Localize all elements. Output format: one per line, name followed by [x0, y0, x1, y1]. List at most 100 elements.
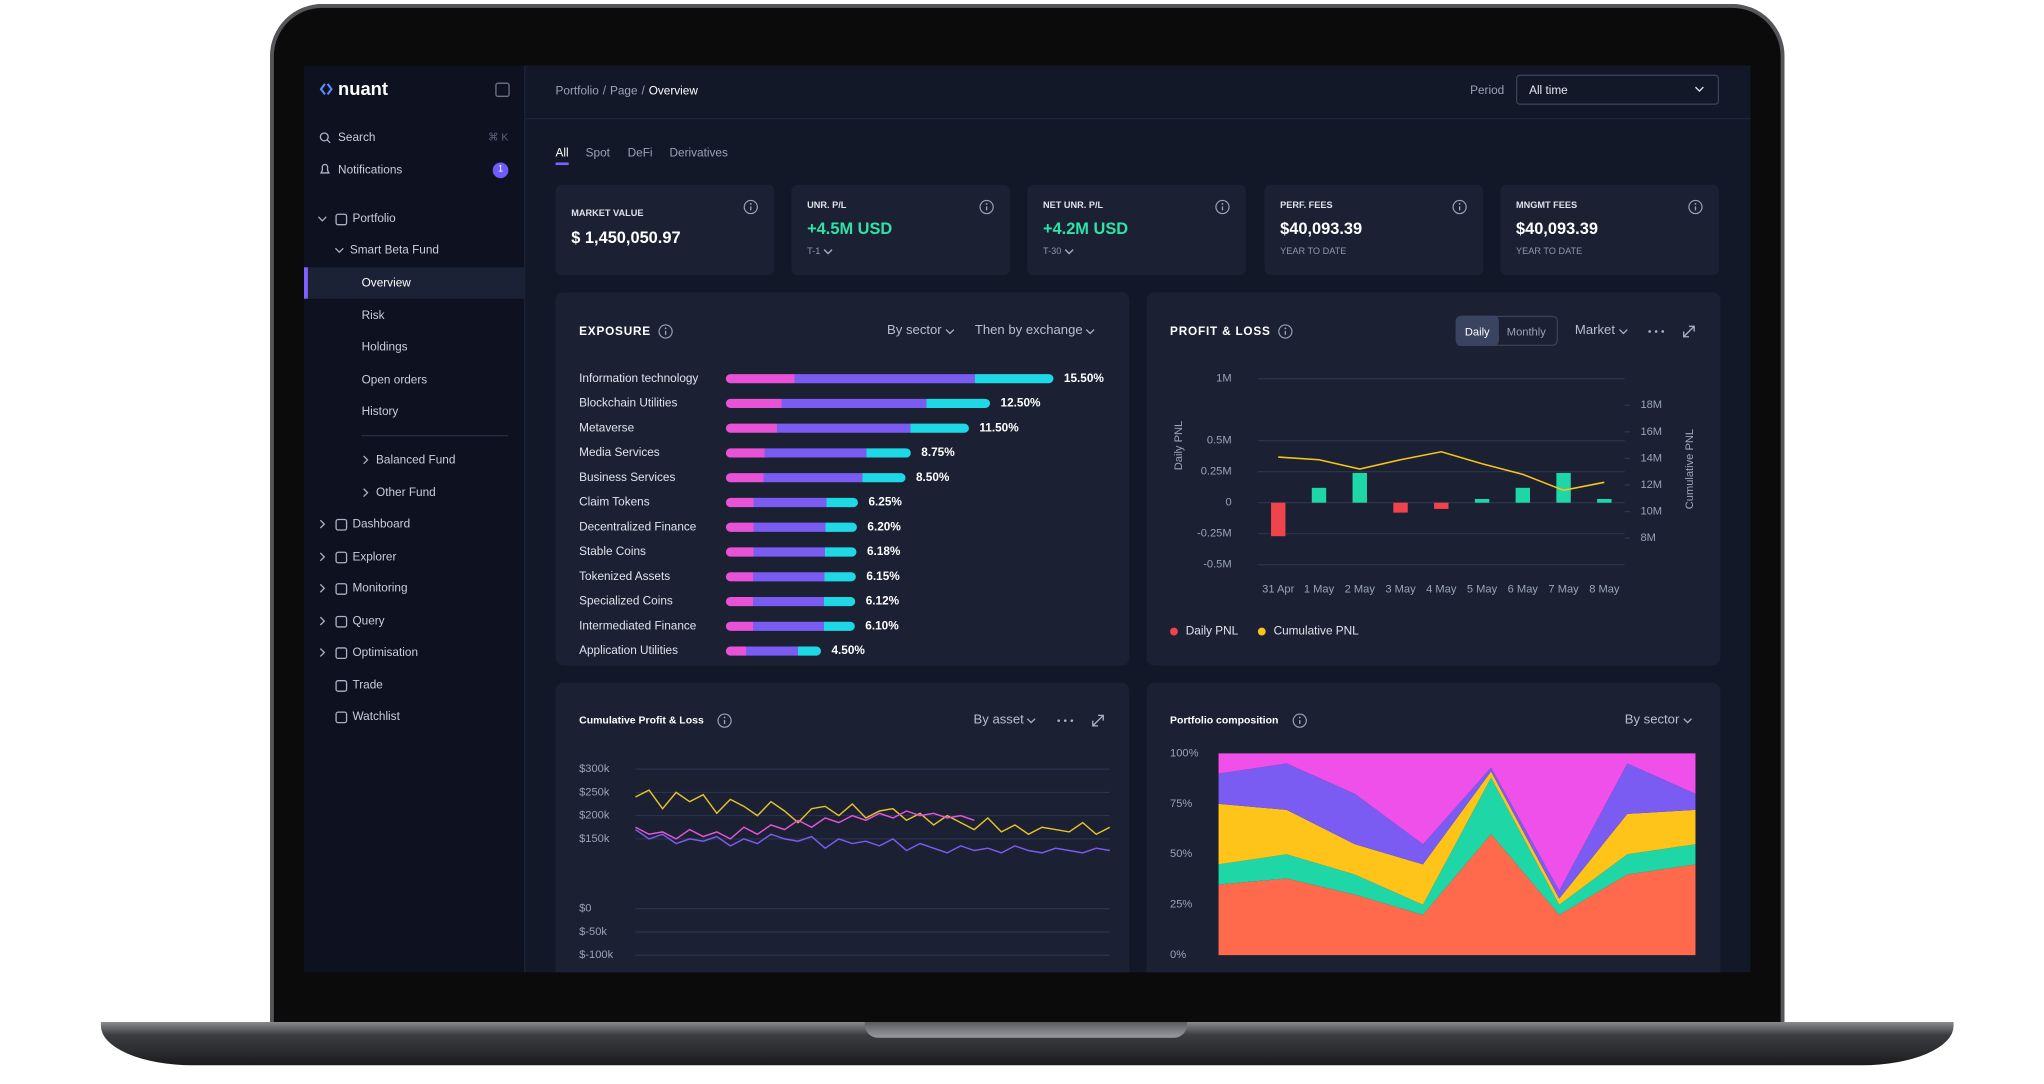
info-ring — [717, 713, 732, 728]
tab[interactable]: DeFi — [627, 146, 653, 160]
nav-item[interactable]: History — [361, 404, 399, 418]
dot — [1661, 330, 1665, 333]
dot — [1057, 719, 1061, 722]
dropdown[interactable]: By sector — [1624, 712, 1680, 728]
value-label: 8.75% — [921, 446, 955, 459]
y-tick-label: 75% — [1170, 798, 1192, 810]
collapse-button — [495, 82, 510, 97]
badge — [492, 162, 509, 179]
y-tick-label: $150k — [579, 833, 610, 845]
info-icon — [979, 199, 994, 215]
expand — [1683, 325, 1695, 338]
category-label: Claim Tokens — [579, 496, 650, 509]
period-value[interactable]: All time — [1529, 83, 1568, 97]
tab[interactable]: Spot — [585, 146, 610, 160]
tab[interactable]: Derivatives — [669, 146, 728, 160]
dropdown[interactable]: Market — [1574, 323, 1615, 339]
info-dot — [664, 327, 667, 330]
y-tick-label: $250k — [579, 786, 610, 798]
nav-item[interactable]: Optimisation — [352, 645, 419, 659]
x-tick-label: 2 May — [1345, 584, 1376, 596]
chevron-icon — [1695, 86, 1704, 92]
nav-icon — [335, 518, 348, 531]
breadcrumb-item[interactable]: Portfolio — [555, 83, 599, 97]
dropdown[interactable]: By asset — [973, 712, 1024, 728]
search-icon — [319, 132, 331, 144]
more-icon — [1057, 719, 1074, 722]
info-ring — [1688, 199, 1703, 215]
toggle-option[interactable]: Daily — [1464, 324, 1490, 338]
nav-item[interactable]: Risk — [361, 308, 385, 322]
breadcrumb-separator: / — [641, 83, 645, 97]
chevron-icon — [319, 552, 326, 562]
kpi-card — [1027, 184, 1247, 276]
sidebar — [303, 65, 526, 973]
bar — [725, 398, 991, 409]
search[interactable]: Search — [338, 130, 376, 144]
chevron — [319, 616, 326, 626]
nav-item[interactable]: Balanced Fund — [376, 452, 456, 466]
info-icon — [717, 713, 732, 728]
nav-item[interactable]: Trade — [352, 678, 383, 692]
y-tick-label: 1M — [1216, 373, 1231, 385]
y-tick-label: 0.5M — [1207, 435, 1232, 447]
toggle-option[interactable]: Monthly — [1506, 324, 1546, 338]
bar — [1515, 487, 1531, 503]
nav-icon — [335, 615, 348, 628]
chevron-icon — [823, 249, 833, 255]
y-tick-label: 0% — [1170, 949, 1186, 961]
expand-icon — [1092, 714, 1104, 727]
info-ring — [743, 199, 758, 215]
chevron — [1026, 718, 1036, 724]
nav-item[interactable]: Other Fund — [376, 485, 436, 499]
expand — [1092, 714, 1104, 727]
nav-item[interactable]: Explorer — [352, 549, 397, 563]
panel-title: Cumulative Profit & Loss — [579, 714, 704, 727]
composition-chart: 100% 75% 50% 25% 0% — [1170, 747, 1696, 961]
notifications[interactable]: Notifications — [338, 163, 403, 177]
panel — [1146, 292, 1721, 666]
area — [1218, 763, 1696, 899]
bar — [725, 596, 856, 607]
chevron — [823, 249, 833, 255]
chevron-icon — [363, 455, 369, 465]
pnl-chart: 1M 0.5M 0.25M 0 -0.25M -0.5M 18M 16M 14M 12M 10M 8M… — [1170, 373, 1696, 638]
area — [1218, 753, 1696, 891]
chevron — [319, 552, 326, 562]
nav-item[interactable]: Holdings — [361, 340, 408, 354]
bar — [725, 473, 906, 483]
nav-icon — [335, 711, 348, 724]
line — [635, 828, 1110, 854]
nav-item[interactable]: Dashboard — [352, 517, 411, 531]
y2-tick-label: 14M — [1640, 452, 1662, 464]
nav-item[interactable]: Open orders — [361, 372, 428, 387]
nav-item[interactable]: Smart Beta Fund — [349, 243, 439, 257]
chevron — [334, 247, 344, 254]
nav-item[interactable]: Portfolio — [352, 211, 396, 225]
bar — [1352, 472, 1367, 503]
nav-item[interactable]: Monitoring — [352, 581, 408, 595]
value-label: 4.50% — [831, 644, 865, 657]
nav-item[interactable]: Overview — [361, 275, 411, 290]
chevron — [319, 648, 326, 657]
info-ring — [1215, 199, 1230, 215]
info-dot — [749, 202, 752, 205]
tab-underline — [555, 162, 569, 166]
breadcrumb-item[interactable]: Page — [609, 83, 638, 97]
kpi-card — [1264, 184, 1484, 276]
y2-tick-label: 12M — [1640, 479, 1662, 491]
breadcrumb-item[interactable]: Overview — [648, 83, 698, 97]
tab[interactable]: All — [555, 146, 569, 160]
nav-item[interactable]: Watchlist — [352, 709, 400, 723]
chevron — [363, 488, 369, 498]
kpi-card — [791, 184, 1011, 276]
x-tick-label: 6 May — [1508, 584, 1539, 596]
dropdown[interactable]: Then by exchange — [974, 323, 1083, 339]
panel-title: EXPOSURE — [579, 324, 651, 338]
kpi-card — [1500, 184, 1720, 276]
y2-tick-label: 10M — [1640, 506, 1662, 518]
nav-item[interactable]: Query — [352, 613, 385, 628]
chevron — [363, 455, 369, 465]
dropdown[interactable]: By sector — [887, 323, 942, 339]
kpi-card — [555, 184, 775, 276]
